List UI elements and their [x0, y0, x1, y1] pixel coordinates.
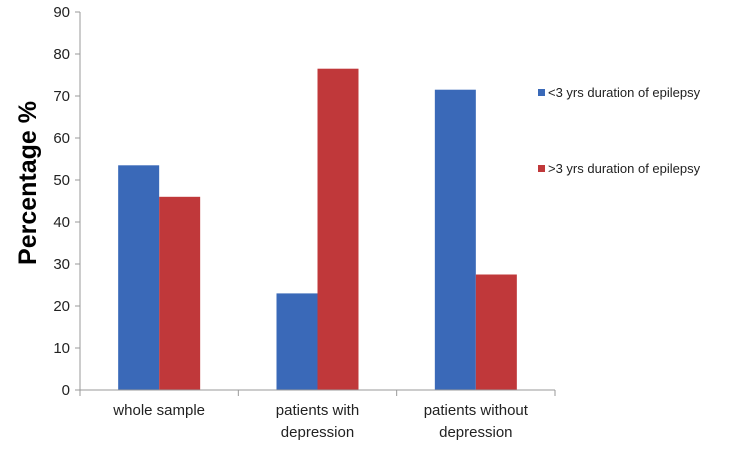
x-tick-label: patients without depression	[424, 402, 529, 441]
x-tick-label: whole sample	[112, 402, 205, 419]
y-tick-label: 60	[53, 130, 70, 147]
y-axis-label: Percentage %	[14, 101, 42, 265]
legend-label: >3 yrs duration of epilepsy	[548, 161, 701, 176]
legend-label: <3 yrs duration of epilepsy	[548, 85, 701, 100]
legend-swatch	[538, 89, 545, 96]
y-tick-label: 80	[53, 46, 70, 63]
y-tick-label: 30	[53, 256, 70, 273]
bar-series-1-cat-3	[434, 89, 476, 390]
y-tick-label: 40	[53, 214, 70, 231]
y-tick-label: 0	[62, 382, 70, 399]
bar-series-2-cat-1	[159, 196, 201, 390]
y-tick-label: 50	[53, 172, 70, 189]
y-tick-label: 10	[53, 340, 70, 357]
y-tick-label: 20	[53, 298, 70, 315]
bar-series-1-cat-2	[276, 293, 318, 390]
y-tick-label: 90	[53, 4, 70, 21]
x-tick-label: patients with depression	[276, 402, 359, 441]
y-tick-label: 70	[53, 88, 70, 105]
bar-series-1-cat-1	[118, 165, 160, 390]
bar-series-2-cat-2	[317, 68, 359, 390]
legend-swatch	[538, 165, 545, 172]
bar-series-2-cat-3	[475, 274, 517, 390]
